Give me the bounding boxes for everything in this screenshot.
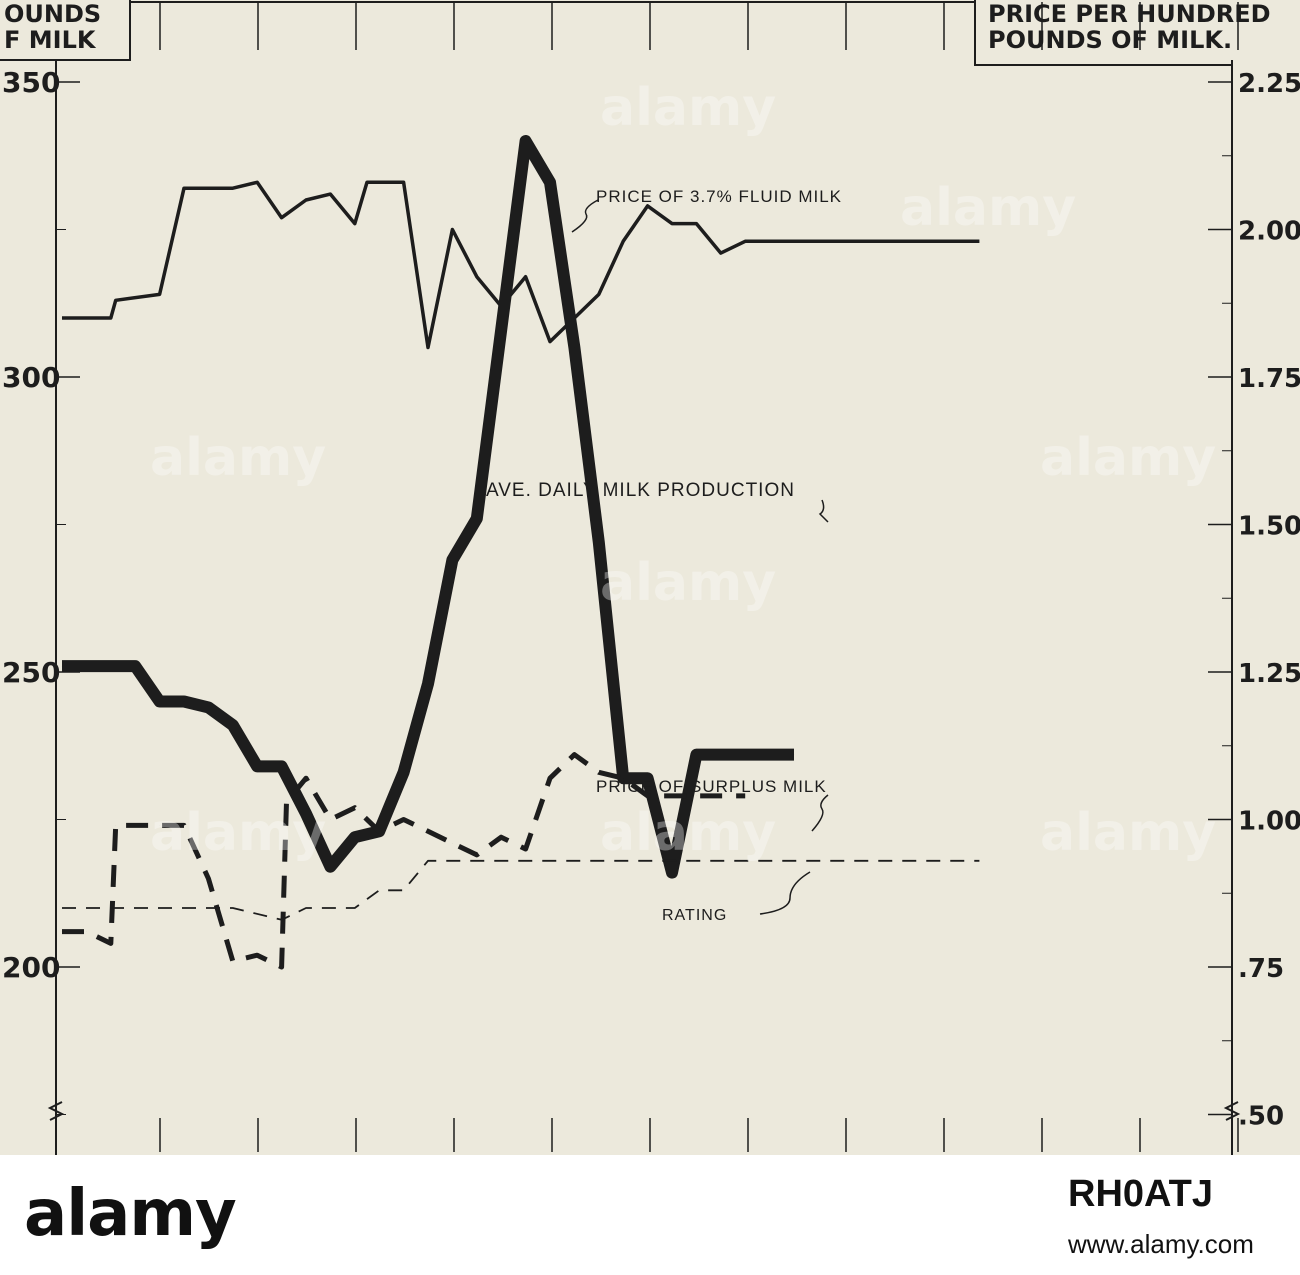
annotations: PRICE OF 3.7% FLUID MILK AVE. DAILY MILK …	[150, 78, 1216, 924]
watermark-text: alamy	[600, 553, 776, 613]
right-title-box	[974, 0, 1232, 66]
watermark-text: alamy	[1040, 428, 1216, 488]
axis-ticks	[47, 2, 1241, 1152]
left-axis-title: F MILK	[4, 26, 97, 54]
watermark-text: alamy	[600, 78, 776, 138]
series-line-4	[62, 859, 980, 921]
right-tick-label: 1.50	[1238, 512, 1300, 542]
series-line-1	[62, 180, 980, 350]
left-tick-label: 200	[2, 951, 60, 984]
series-lines	[61, 135, 980, 970]
left-tick-label: 300	[2, 361, 60, 394]
right-tick-label: 2.00	[1238, 217, 1300, 247]
annotation-pointer-4	[759, 871, 811, 915]
right-tick-label: 1.00	[1238, 807, 1300, 837]
series-annotation-2: AVE. DAILY MILK PRODUCTION	[486, 480, 795, 501]
right-axis-break	[1223, 1101, 1241, 1121]
left-tick-label: 250	[2, 656, 60, 689]
watermark-text: alamy	[150, 428, 326, 488]
annotation-pointer-3	[811, 794, 829, 832]
axis-labels: 1501003503002502002.252.001.751.501.251.…	[2, 0, 1300, 1132]
watermark-text: alamy	[150, 803, 326, 863]
series-line-2	[62, 135, 794, 879]
left-axis-break	[47, 1101, 65, 1121]
watermark-text: alamy	[600, 803, 776, 863]
chart-svg: 1501003503002502002.252.001.751.501.251.…	[0, 0, 1300, 1155]
watermark-text: alamy	[900, 178, 1076, 238]
watermark-text: alamy	[1040, 803, 1216, 863]
right-tick-label: .75	[1238, 954, 1284, 984]
left-axis-title: OUNDS	[4, 0, 101, 28]
footer-image-id: RH0ATJ	[1068, 1173, 1213, 1215]
series-line-3	[62, 752, 746, 970]
right-axis-title: POUNDS OF MILK.	[988, 26, 1232, 54]
left-title-box	[0, 0, 131, 61]
footer-logo: alamy	[24, 1177, 237, 1251]
right-tick-label: 2.25	[1238, 69, 1300, 99]
watermark-footer: alamy RH0ATJ www.alamy.com	[0, 1155, 1300, 1275]
footer-url: www.alamy.com	[1068, 1229, 1254, 1259]
right-axis-title: PRICE PER HUNDRED	[988, 0, 1271, 28]
series-annotation-3: PRICE OF SURPLUS MILK	[596, 777, 827, 796]
annotation-pointer-1	[571, 199, 599, 233]
series-annotation-4: RATING	[662, 907, 727, 924]
series-annotation-1: PRICE OF 3.7% FLUID MILK	[596, 187, 842, 206]
right-tick-label: .50	[1238, 1102, 1284, 1132]
right-tick-label: 1.25	[1238, 659, 1300, 689]
annotation-pointer-2	[818, 499, 829, 523]
right-tick-label: 1.75	[1238, 364, 1300, 394]
left-tick-label: 350	[2, 66, 60, 99]
chart-frame	[0, 0, 1233, 1155]
